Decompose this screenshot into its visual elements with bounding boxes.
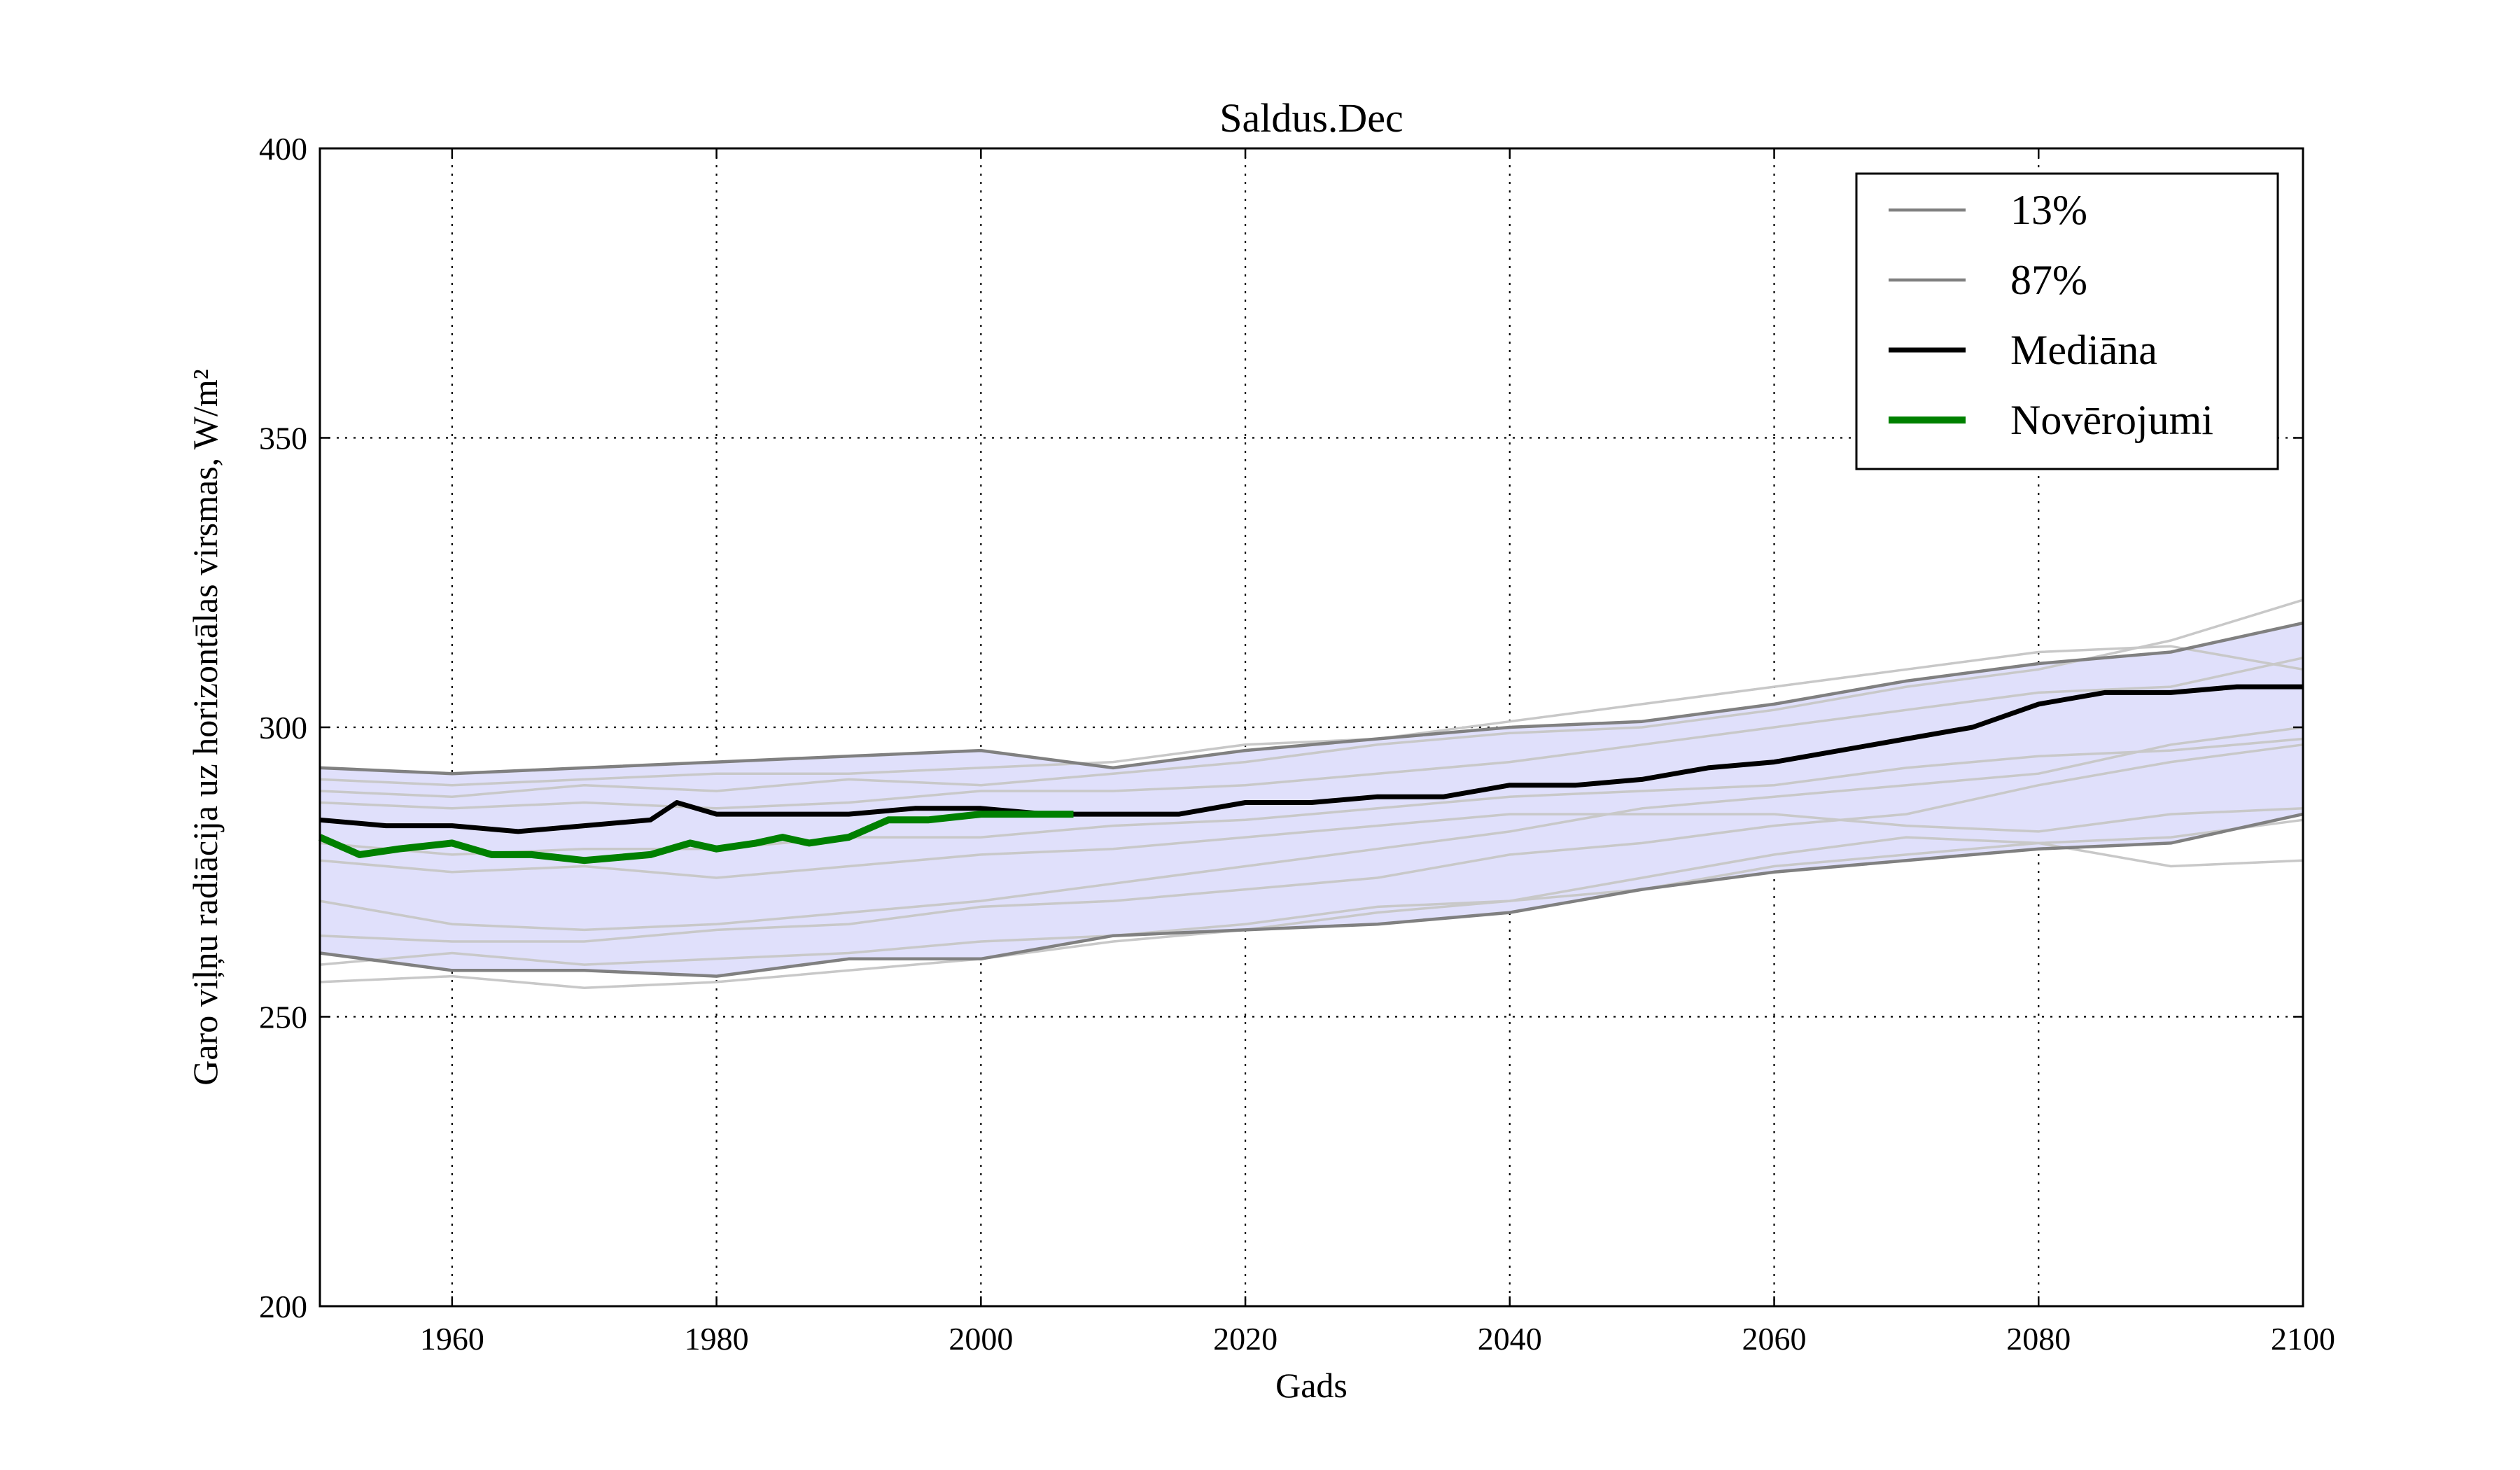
y-axis-title: Garo viļņu radiācija uz horizontālas vir… xyxy=(186,369,225,1086)
series-lines xyxy=(318,621,2304,978)
series-line-3 xyxy=(318,811,1074,864)
chart-title: Saldus.Dec xyxy=(1219,95,1404,141)
percentile-band-area xyxy=(320,623,2303,976)
grid xyxy=(320,148,2303,1306)
x-tick-label: 2100 xyxy=(2271,1321,2335,1357)
ensemble-member-line xyxy=(319,807,2304,879)
x-tick-label: 2000 xyxy=(948,1321,1013,1357)
y-tick-label: 250 xyxy=(259,1000,307,1035)
ensemble-member-line xyxy=(319,836,2304,966)
series-line-1 xyxy=(319,621,2304,776)
percentile-band xyxy=(320,623,2303,976)
x-axis-title: Gads xyxy=(1275,1366,1348,1405)
x-tick-label: 2040 xyxy=(1478,1321,1542,1357)
ensemble-member-line xyxy=(319,737,2304,856)
x-tick-label: 1960 xyxy=(420,1321,484,1357)
series-line-0 xyxy=(319,812,2304,978)
legend-label-0: 13% xyxy=(2010,187,2087,233)
x-tick-label: 1980 xyxy=(685,1321,749,1357)
ensemble-lines xyxy=(319,598,2304,989)
ensemble-member-line xyxy=(319,726,2304,932)
series-line-2 xyxy=(319,684,2303,834)
y-tick-label: 350 xyxy=(259,421,307,456)
ensemble-member-line xyxy=(319,657,2304,810)
ensemble-member-line xyxy=(319,645,2304,787)
ensemble-member-line xyxy=(319,598,2304,798)
legend-label-2: Mediāna xyxy=(2010,327,2157,373)
axis-ticks: 1960 1980 2000 2020 2040 2060 2080 2100 200 250 30… xyxy=(259,131,2335,1357)
x-tick-label: 2080 xyxy=(2006,1321,2071,1357)
legend-label-1: 87% xyxy=(2010,257,2087,303)
ensemble-member-line xyxy=(319,818,2304,989)
y-tick-label: 200 xyxy=(259,1289,307,1324)
ensemble-member-line xyxy=(319,743,2304,943)
x-tick-label: 2020 xyxy=(1213,1321,1278,1357)
x-tick-label: 2060 xyxy=(1742,1321,1807,1357)
y-tick-label: 400 xyxy=(259,131,307,167)
legend-label-3: Novērojumi xyxy=(2010,397,2213,443)
legend: 13% 87% Mediāna Novērojumi xyxy=(1855,172,2279,470)
y-tick-label: 300 xyxy=(259,710,307,746)
